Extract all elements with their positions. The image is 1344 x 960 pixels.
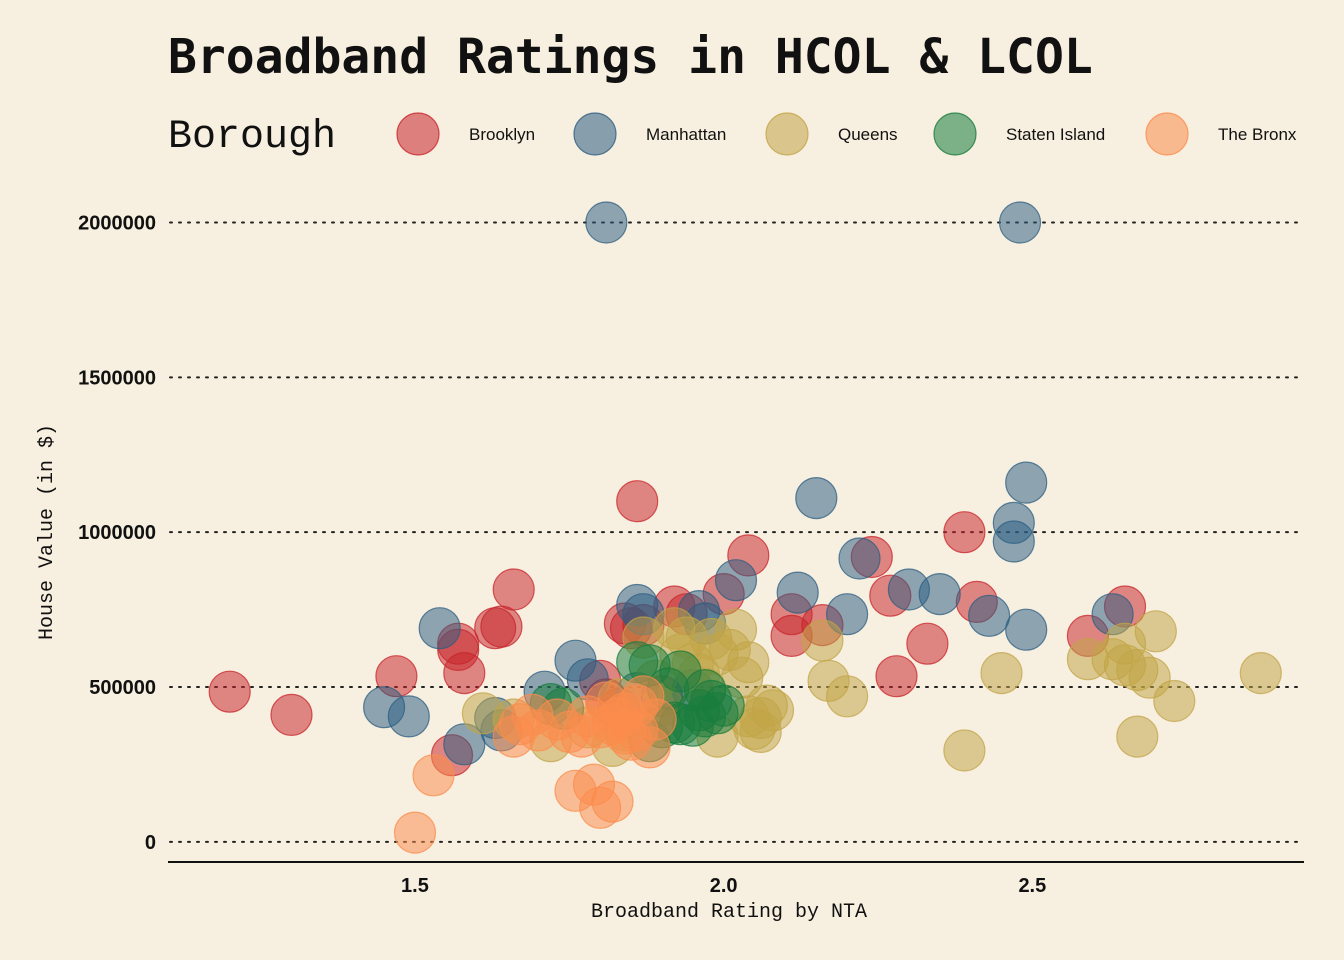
legend-item: Manhattan [573, 112, 726, 156]
x-axis-ticks: 1.5 2.0 2.5 [401, 875, 1046, 897]
data-point [683, 695, 727, 738]
data-point [1116, 715, 1159, 758]
data-point [1153, 679, 1196, 723]
data-point [480, 605, 523, 648]
legend-label: Queens [838, 125, 898, 144]
data-point [616, 480, 659, 523]
data-point [1239, 651, 1282, 695]
data-point [906, 622, 949, 665]
legend-label: The Bronx [1218, 125, 1297, 144]
y-axis-ticks: 0 500000 1000000 1500000 2000000 [78, 212, 156, 853]
y-tick-label: 0 [145, 832, 156, 854]
legend: Brooklyn Manhattan Queens Staten Island The … [396, 112, 1297, 156]
legend-item: Staten Island [933, 112, 1105, 156]
data-point [739, 710, 782, 754]
data-point [412, 754, 455, 797]
x-tick-label: 2.5 [1018, 875, 1046, 897]
data-point [795, 477, 838, 520]
legend-label: Brooklyn [469, 125, 535, 144]
data-point [980, 651, 1023, 695]
data-point [270, 693, 313, 737]
legend-item: Brooklyn [396, 112, 535, 156]
x-tick-label: 1.5 [401, 875, 429, 897]
data-point [393, 811, 437, 854]
legend-item: The Bronx [1145, 112, 1297, 156]
data-point [492, 568, 535, 611]
data-point [591, 780, 634, 823]
data-point [998, 201, 1042, 244]
legend-swatch [396, 112, 440, 156]
x-tick-label: 2.0 [710, 875, 738, 897]
data-point [535, 698, 579, 741]
legend-title: Borough [168, 115, 336, 160]
y-tick-label: 2000000 [78, 212, 156, 234]
data-point [943, 729, 986, 772]
legend-swatch [765, 112, 809, 156]
legend-label: Staten Island [1006, 125, 1105, 144]
grid-lines [169, 221, 1305, 843]
data-point [918, 572, 961, 616]
y-axis-label: House Value (in $) [36, 424, 59, 640]
data-point [825, 675, 869, 718]
data-point [992, 520, 1035, 563]
x-axis-label: Broadband Rating by NTA [591, 901, 867, 924]
y-tick-label: 500000 [89, 677, 156, 699]
data-points [208, 201, 1282, 854]
data-point [714, 559, 758, 602]
data-point [443, 651, 486, 695]
legend-swatch [933, 112, 977, 156]
legend-swatch [1145, 112, 1189, 156]
data-point [943, 511, 986, 554]
data-point [1134, 610, 1177, 653]
data-point [801, 619, 844, 662]
y-tick-label: 1500000 [78, 367, 156, 389]
data-point [967, 594, 1011, 637]
data-point [418, 607, 461, 650]
data-point [776, 571, 819, 614]
data-point [443, 723, 486, 766]
data-point [387, 695, 430, 738]
data-point [208, 670, 251, 713]
data-point [825, 593, 869, 636]
legend-swatch [573, 112, 617, 156]
data-point [1005, 461, 1048, 504]
data-point [585, 201, 628, 244]
data-point [1005, 608, 1048, 651]
series-the-bronx [393, 675, 677, 854]
data-point [875, 655, 918, 698]
legend-item: Queens [765, 112, 898, 156]
legend-label: Manhattan [646, 125, 726, 144]
chart-title: Broadband Ratings in HCOL & LCOL [168, 29, 1093, 85]
y-tick-label: 1000000 [78, 522, 156, 544]
data-point [838, 537, 881, 580]
data-point [603, 712, 647, 755]
